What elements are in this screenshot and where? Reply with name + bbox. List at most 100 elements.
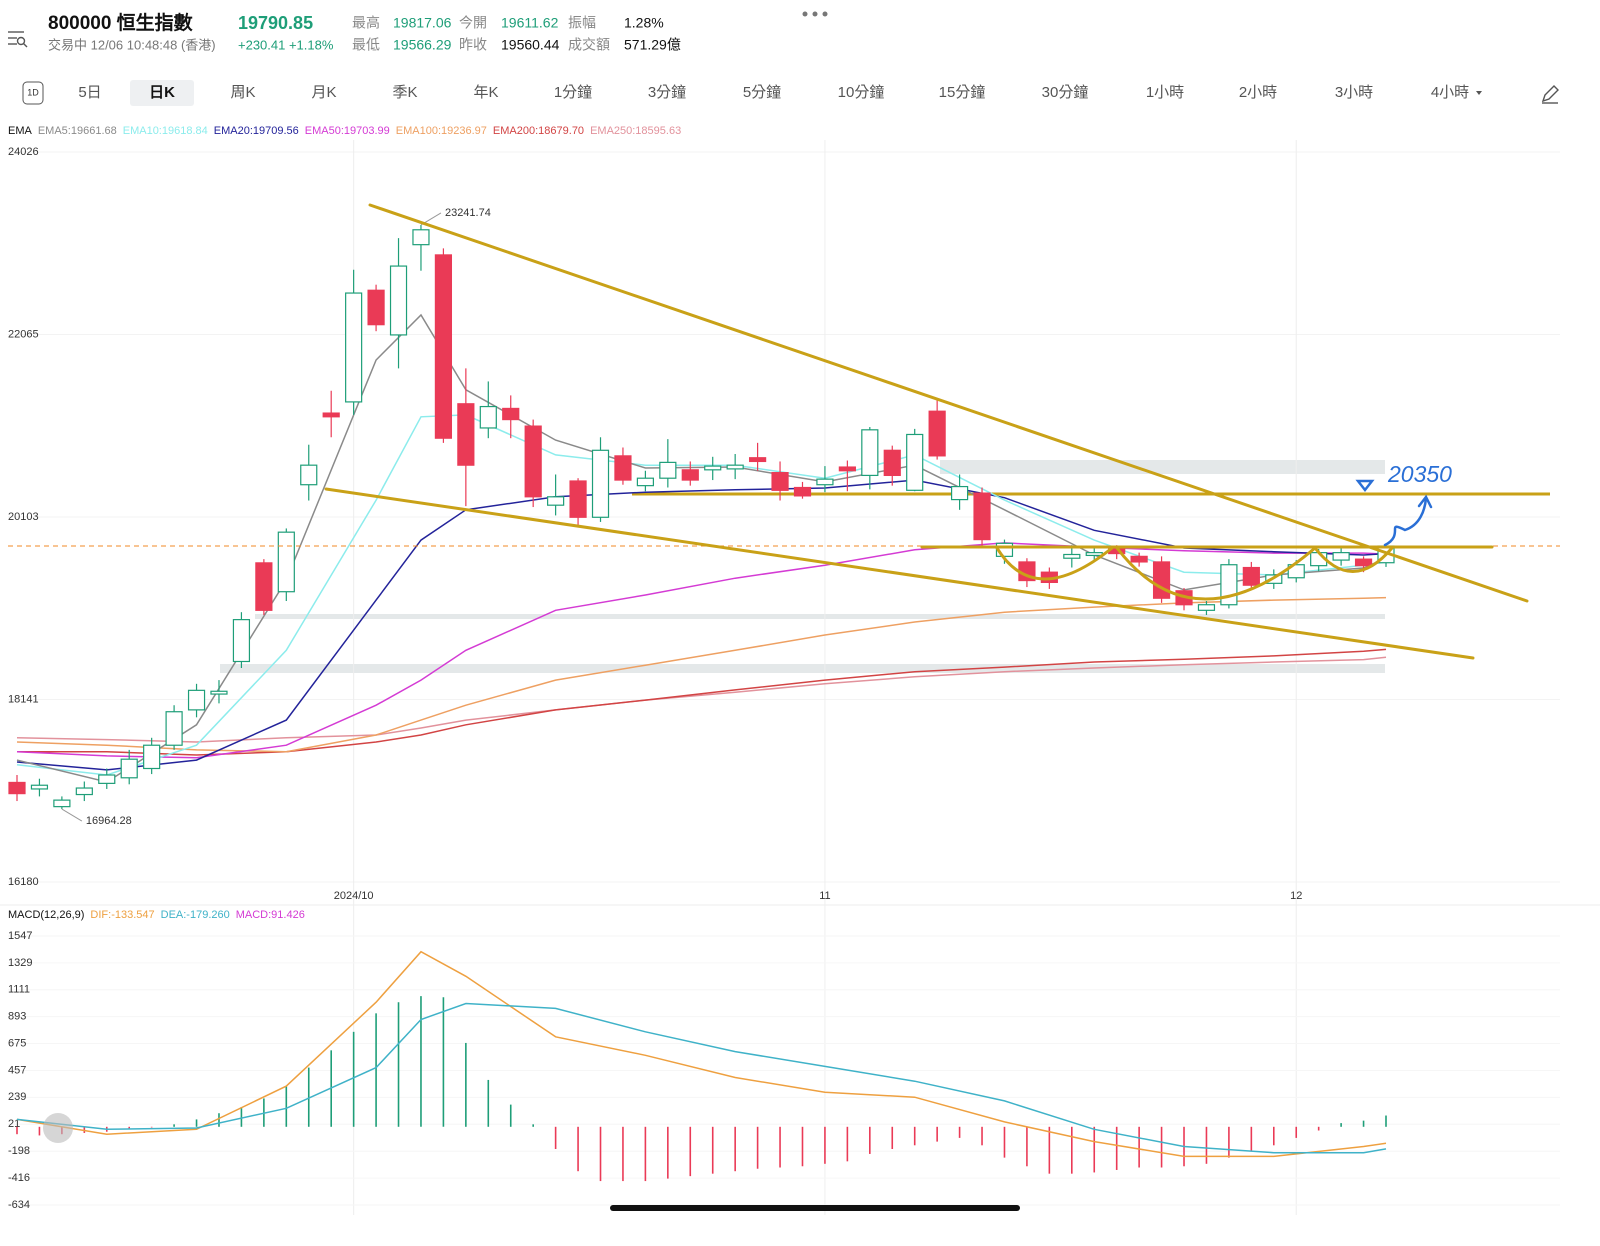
- candle-body: [187, 689, 206, 711]
- ema-line: [17, 648, 1387, 756]
- tab[interactable]: 5分鐘: [743, 84, 781, 101]
- candle-body: [345, 292, 363, 403]
- candle-body: [53, 799, 71, 808]
- candle-body: [1130, 555, 1148, 563]
- candle-body: [883, 449, 901, 477]
- high-label: 23241.74: [445, 207, 491, 219]
- candle-body: [614, 455, 632, 481]
- macd-line: [16, 950, 1387, 1158]
- candle-body: [681, 469, 699, 481]
- status: 交易中 12/06 10:48:48 (香港): [48, 37, 216, 52]
- tab[interactable]: 3分鐘: [648, 84, 686, 101]
- legend-entry: DEA:-179.260: [161, 909, 230, 921]
- y-tick-label: 24026: [8, 146, 39, 158]
- tab[interactable]: 年K: [473, 84, 498, 101]
- candle-body: [838, 466, 856, 472]
- tab[interactable]: 30分鐘: [1042, 84, 1089, 101]
- candle-body: [457, 403, 475, 466]
- candle-body: [277, 531, 295, 593]
- low-pointer: [61, 808, 83, 822]
- y-tick-label: -634: [8, 1199, 30, 1211]
- tab[interactable]: 日K: [149, 84, 175, 101]
- tab-bar: 1D 5日 日K 周K 月K 季K 年K 1分鐘 3分鐘 5分鐘 10分鐘 15分鐘 30分鐘 1小時 2…: [22, 80, 1482, 106]
- y-tick-label: 1111: [8, 984, 30, 996]
- tab[interactable]: 15分鐘: [939, 84, 986, 101]
- ema-line: [16, 596, 1387, 753]
- tab[interactable]: 10分鐘: [838, 84, 885, 101]
- tab[interactable]: 2小時: [1239, 84, 1277, 101]
- y-tick-label: 1547: [8, 930, 32, 942]
- stat-value: 1.28%: [624, 15, 664, 31]
- candle-body: [793, 486, 812, 497]
- change: +230.41 +1.18%: [238, 37, 334, 52]
- y-tick-label: 18141: [8, 693, 39, 705]
- menu-icon[interactable]: [8, 31, 28, 48]
- period-icon[interactable]: [22, 81, 44, 105]
- stat-label: 今開: [459, 15, 487, 31]
- candle-body: [569, 480, 587, 518]
- y-tick-label: -198: [8, 1145, 30, 1157]
- stat-value: 19560.44: [501, 37, 560, 53]
- candle-body: [771, 472, 789, 491]
- candle-body: [367, 289, 385, 326]
- tab[interactable]: 月K: [311, 84, 336, 101]
- y-tick-label: 893: [8, 1011, 26, 1023]
- candle-body: [636, 477, 654, 487]
- candle-body: [8, 781, 26, 795]
- candle-body: [749, 457, 767, 463]
- legend-entry: EMA20:19709.56: [214, 125, 299, 137]
- tab[interactable]: 3小時: [1335, 84, 1373, 101]
- y-tick-label: 675: [8, 1037, 26, 1049]
- stat-value: 19611.62: [501, 15, 559, 31]
- legend-entry: EMA250:18595.63: [590, 125, 681, 137]
- pencil-icon[interactable]: [1541, 85, 1559, 104]
- candle-body: [165, 711, 183, 746]
- trend-drawings: [324, 203, 1529, 660]
- price: 19790.85: [238, 13, 313, 33]
- candle-body: [412, 229, 430, 246]
- tab[interactable]: 1小時: [1146, 84, 1184, 101]
- y-tick-label: -416: [8, 1172, 30, 1184]
- symbol: 800000 恒生指數: [48, 11, 194, 34]
- price-chart: 16180 18141 20103 22065 24026 2024/10 11 12 EMA E…: [0, 125, 1600, 1215]
- more-dots[interactable]: [802, 11, 828, 17]
- tab[interactable]: 1分鐘: [554, 84, 592, 101]
- candle-body: [861, 429, 879, 477]
- candle-body: [659, 461, 677, 479]
- candle-body: [300, 464, 318, 486]
- legend-entry: MACD:91.426: [236, 909, 305, 921]
- candle-body: [389, 265, 408, 336]
- tab[interactable]: 周K: [230, 84, 255, 101]
- stat-value: 19566.29: [393, 37, 452, 53]
- candle-body: [973, 492, 991, 541]
- y-tick-label: 16180: [8, 876, 39, 888]
- candle-body: [726, 464, 744, 470]
- candle-body: [322, 412, 340, 418]
- legend-entry: MACD(12,26,9): [8, 909, 84, 921]
- candle-body: [75, 787, 93, 796]
- candle-body: [232, 619, 251, 663]
- candle-body: [928, 410, 946, 457]
- tab[interactable]: 4小時: [1431, 84, 1469, 101]
- x-tick-label: 2024/10: [334, 890, 374, 902]
- candle-body: [30, 784, 49, 790]
- y-tick-label: 239: [8, 1091, 26, 1103]
- ema-line: [16, 542, 1387, 759]
- candle-body: [210, 690, 228, 695]
- macd-chart: -634-416-19821239457675893111113291547MA…: [8, 909, 1560, 1211]
- candle-body: [1242, 566, 1260, 586]
- candle-body: [434, 254, 453, 439]
- legend-entry: EMA: [8, 125, 33, 137]
- candle-body: [1085, 552, 1103, 557]
- candle-body: [591, 449, 610, 518]
- tab[interactable]: 季K: [392, 84, 417, 101]
- x-tick-label: 11: [819, 890, 830, 902]
- candle-body: [255, 562, 273, 611]
- y-tick-label: 1329: [8, 957, 32, 969]
- candle-body: [816, 478, 834, 486]
- tab[interactable]: 5日: [78, 84, 101, 101]
- candle-body: [479, 405, 497, 429]
- tab-selected-bg: [130, 80, 194, 106]
